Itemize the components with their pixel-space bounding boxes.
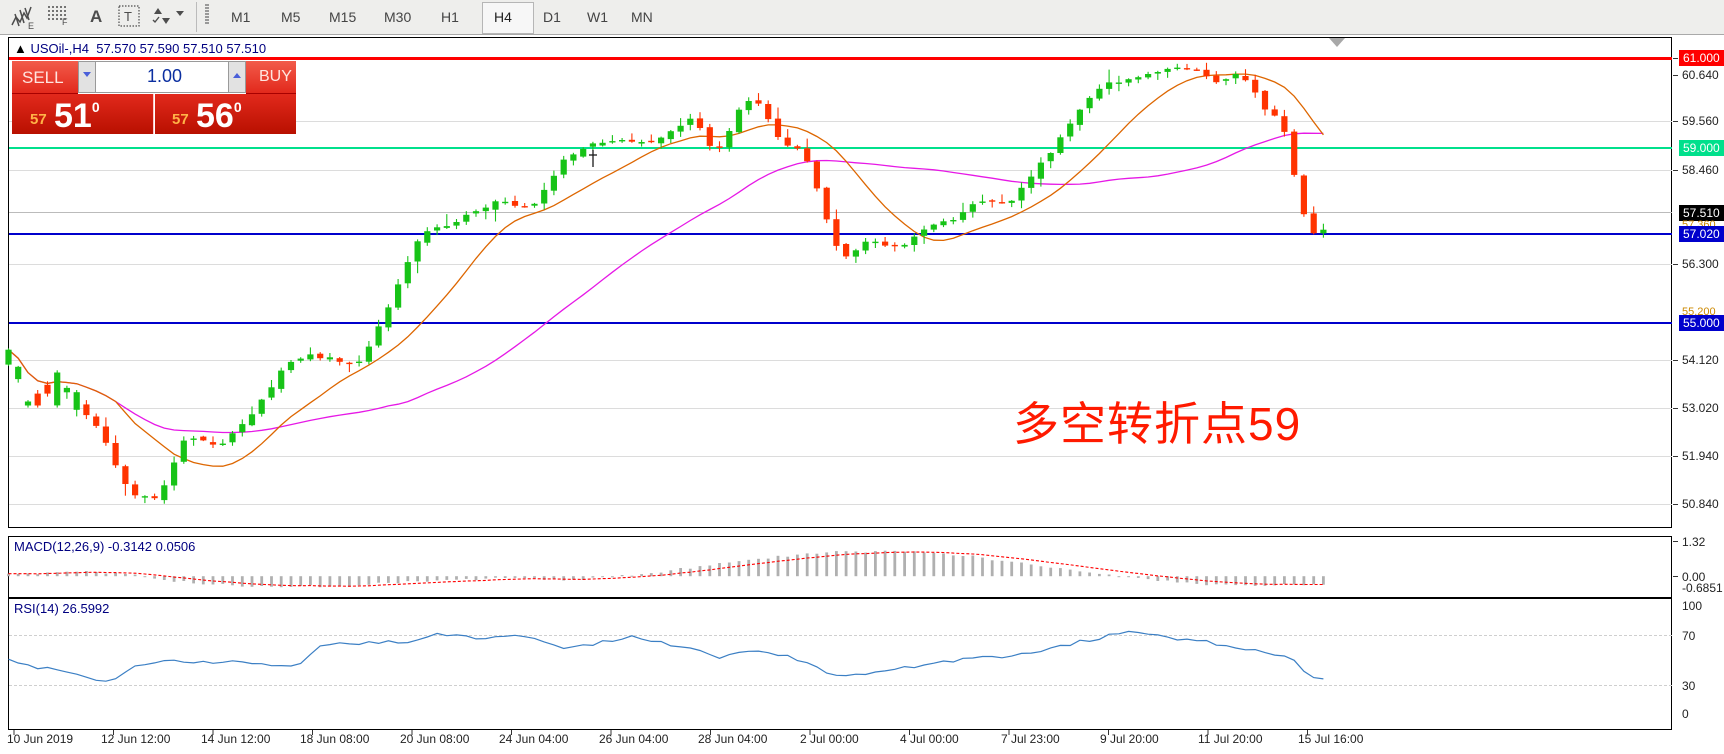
- svg-text:T: T: [124, 9, 132, 24]
- svg-text:F: F: [62, 17, 68, 26]
- svg-text:E: E: [28, 21, 34, 30]
